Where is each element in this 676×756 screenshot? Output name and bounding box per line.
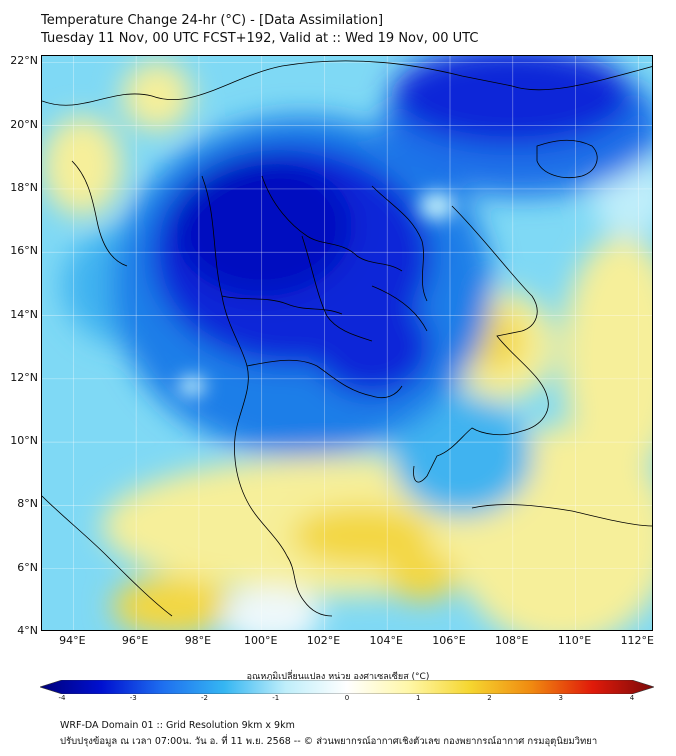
lon-tick-label: 112°E (620, 634, 655, 647)
lon-tick-label: 104°E (369, 634, 403, 647)
colorbar-tick-label: 4 (629, 694, 635, 702)
colorbar-tick-label: -4 (58, 694, 66, 702)
lat-tick-label: 16°N (10, 244, 38, 258)
footer-credit: ปรับปรุงข้อมูล ณ เวลา 07:00น. วัน อ. ที่… (60, 736, 598, 747)
lat-tick-label: 14°N (10, 307, 38, 321)
chart-title: Temperature Change 24-hr (°C) - [Data As… (41, 13, 384, 28)
lat-tick-label: 18°N (10, 180, 38, 194)
colorbar-tick-label: 0 (344, 694, 350, 702)
lon-tick-label: 94°E (59, 634, 86, 647)
lat-tick-label: 6°N (17, 560, 38, 574)
lon-tick-label: 96°E (121, 634, 149, 647)
colorbar-tick-label: -1 (272, 694, 280, 702)
lat-tick-label: 10°N (10, 434, 38, 448)
colorbar-tick-label: -3 (129, 694, 137, 702)
lat-tick-label: 8°N (17, 497, 38, 511)
lon-tick-label: 98°E (184, 634, 212, 647)
lat-tick-label: 12°N (10, 370, 38, 384)
colorbar (40, 680, 654, 694)
coastline-borders (42, 60, 652, 617)
chart-subtitle: Tuesday 11 Nov, 00 UTC FCST+192, Valid a… (41, 31, 479, 46)
lon-tick-label: 106°E (432, 634, 466, 647)
colorbar-gradient (40, 680, 654, 694)
map-gridlines (42, 56, 652, 630)
lon-tick-label: 108°E (495, 634, 529, 647)
colorbar-tick-label: -2 (201, 694, 208, 702)
colorbar-tick-label: 1 (416, 694, 421, 702)
colorbar-tick-label: 2 (487, 694, 492, 702)
lon-tick-label: 102°E (306, 634, 341, 647)
lon-tick-label: 110°E (557, 634, 592, 647)
temperature-field (42, 56, 652, 630)
lat-tick-label: 20°N (10, 117, 38, 131)
lat-tick-label: 22°N (10, 54, 38, 68)
temperature-map (42, 56, 652, 630)
map-panel[interactable] (41, 55, 653, 631)
lon-tick-label: 100°E (243, 634, 278, 647)
lat-tick-label: 4°N (17, 624, 38, 637)
colorbar-tick-label: 3 (558, 694, 563, 702)
colorbar-label: อุณหภูมิเปลี่ยนแปลง หน่วย องศาเซลเซียส (… (246, 672, 430, 682)
footer-model-info: WRF-DA Domain 01 :: Grid Resolution 9km … (60, 720, 295, 731)
